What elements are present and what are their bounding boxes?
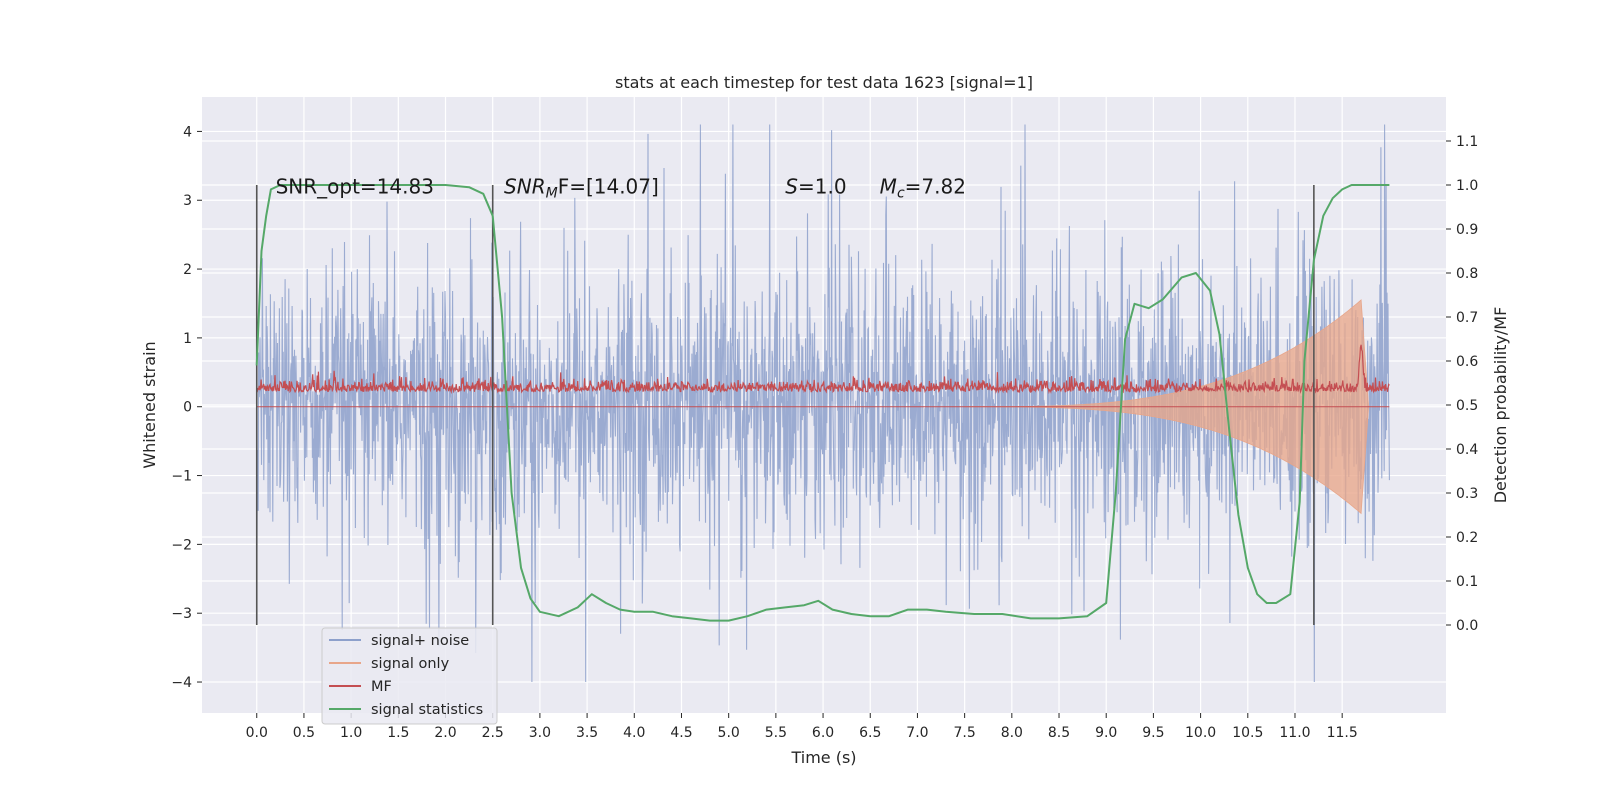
legend: signal+ noise signal only MF signal stat… bbox=[321, 627, 498, 725]
x-tick-label: 9.5 bbox=[1142, 725, 1164, 741]
y-right-tick-label: 1.0 bbox=[1456, 178, 1478, 194]
annotation-snr-opt: SNR_opt=14.83 bbox=[276, 174, 434, 198]
y-right-tick-label: 0.0 bbox=[1456, 618, 1478, 634]
legend-entry-signal-noise: signal+ noise bbox=[371, 633, 469, 649]
y-left-tick-label: −3 bbox=[171, 606, 192, 622]
x-tick-label: 2.0 bbox=[434, 725, 456, 741]
x-tick-label: 8.5 bbox=[1048, 725, 1070, 741]
series-mf bbox=[256, 344, 1390, 408]
annotation-snr-mf: SNRMF=[14.07] bbox=[504, 174, 659, 201]
series-signal-statistics bbox=[255, 184, 1390, 622]
y-right-tick-label: 0.5 bbox=[1456, 398, 1478, 414]
legend-entry-signal-statistics: signal statistics bbox=[371, 702, 483, 718]
annotation-mc: Mc=7.82 bbox=[880, 174, 966, 201]
signal-noise-trace bbox=[256, 124, 1390, 683]
x-tick-label: 7.0 bbox=[906, 725, 928, 741]
chart-title: stats at each timestep for test data 162… bbox=[615, 73, 1033, 92]
x-tick-label: 11.0 bbox=[1279, 725, 1310, 741]
legend-entry-mf: MF bbox=[371, 679, 392, 695]
y-left-tick-label: −4 bbox=[171, 675, 192, 691]
x-tick-label: 3.5 bbox=[576, 725, 598, 741]
y-right-tick-label: 1.1 bbox=[1456, 134, 1478, 150]
mf-trace bbox=[256, 344, 1390, 395]
x-tick-label: 1.0 bbox=[340, 725, 362, 741]
series-signal-noise bbox=[256, 124, 1390, 683]
y-left-tick-label: 4 bbox=[183, 124, 192, 140]
x-tick-label: 0.0 bbox=[246, 725, 268, 741]
y-right-tick-label: 0.1 bbox=[1456, 574, 1478, 590]
y-left-tick-label: 1 bbox=[183, 331, 192, 347]
y-right-tick-label: 0.9 bbox=[1456, 222, 1478, 238]
x-tick-label: 1.5 bbox=[387, 725, 409, 741]
x-tick-label: 8.0 bbox=[1001, 725, 1023, 741]
x-tick-label: 6.5 bbox=[859, 725, 881, 741]
y-left-tick-label: 0 bbox=[183, 400, 192, 416]
x-tick-label: 7.5 bbox=[954, 725, 976, 741]
x-tick-label: 11.5 bbox=[1327, 725, 1358, 741]
legend-entry-signal-only: signal only bbox=[371, 656, 450, 672]
y-right-tick-label: 0.4 bbox=[1456, 442, 1478, 458]
annotations: SNR_opt=14.83 SNRMF=[14.07] S=1.0 Mc=7.82 bbox=[276, 174, 966, 201]
y-right-axis-ticks: 1.1 1.0 0.9 0.8 0.7 0.6 0.5 0.4 0.3 0.2 0.1 0.0 bbox=[1446, 134, 1478, 634]
x-tick-label: 6.0 bbox=[812, 725, 834, 741]
annotation-s: S=1.0 bbox=[785, 174, 846, 198]
x-tick-label: 9.0 bbox=[1095, 725, 1117, 741]
x-tick-label: 10.0 bbox=[1185, 725, 1216, 741]
x-axis-ticks: 0.0 0.5 1.0 1.5 2.0 2.5 3.0 3.5 4.0 4.5 5.0 5.5 6.0 6… bbox=[246, 713, 1358, 741]
y-right-tick-label: 0.3 bbox=[1456, 486, 1478, 502]
y-left-tick-label: 3 bbox=[183, 193, 192, 209]
x-axis-label: Time (s) bbox=[790, 748, 856, 767]
legend-box bbox=[321, 627, 498, 725]
y-left-tick-label: −1 bbox=[171, 469, 192, 485]
x-tick-label: 5.0 bbox=[718, 725, 740, 741]
x-tick-label: 10.5 bbox=[1232, 725, 1263, 741]
y-left-axis-label: Whitened strain bbox=[140, 341, 159, 468]
y-right-tick-label: 0.2 bbox=[1456, 530, 1478, 546]
x-tick-label: 3.0 bbox=[529, 725, 551, 741]
x-tick-label: 0.5 bbox=[293, 725, 315, 741]
y-left-axis-ticks: 4 3 2 1 0 −1 −2 −3 −4 bbox=[171, 124, 202, 691]
signal-statistics-line bbox=[255, 184, 1390, 622]
y-left-tick-label: 2 bbox=[183, 262, 192, 278]
y-right-tick-label: 0.7 bbox=[1456, 310, 1478, 326]
x-tick-label: 5.5 bbox=[765, 725, 787, 741]
y-right-tick-label: 0.6 bbox=[1456, 354, 1478, 370]
y-right-axis-label: Detection probability/MF bbox=[1491, 307, 1510, 504]
x-tick-label: 2.5 bbox=[482, 725, 504, 741]
y-right-tick-label: 0.8 bbox=[1456, 266, 1478, 282]
y-left-tick-label: −2 bbox=[171, 537, 192, 553]
x-tick-label: 4.0 bbox=[623, 725, 645, 741]
x-tick-label: 4.5 bbox=[670, 725, 692, 741]
